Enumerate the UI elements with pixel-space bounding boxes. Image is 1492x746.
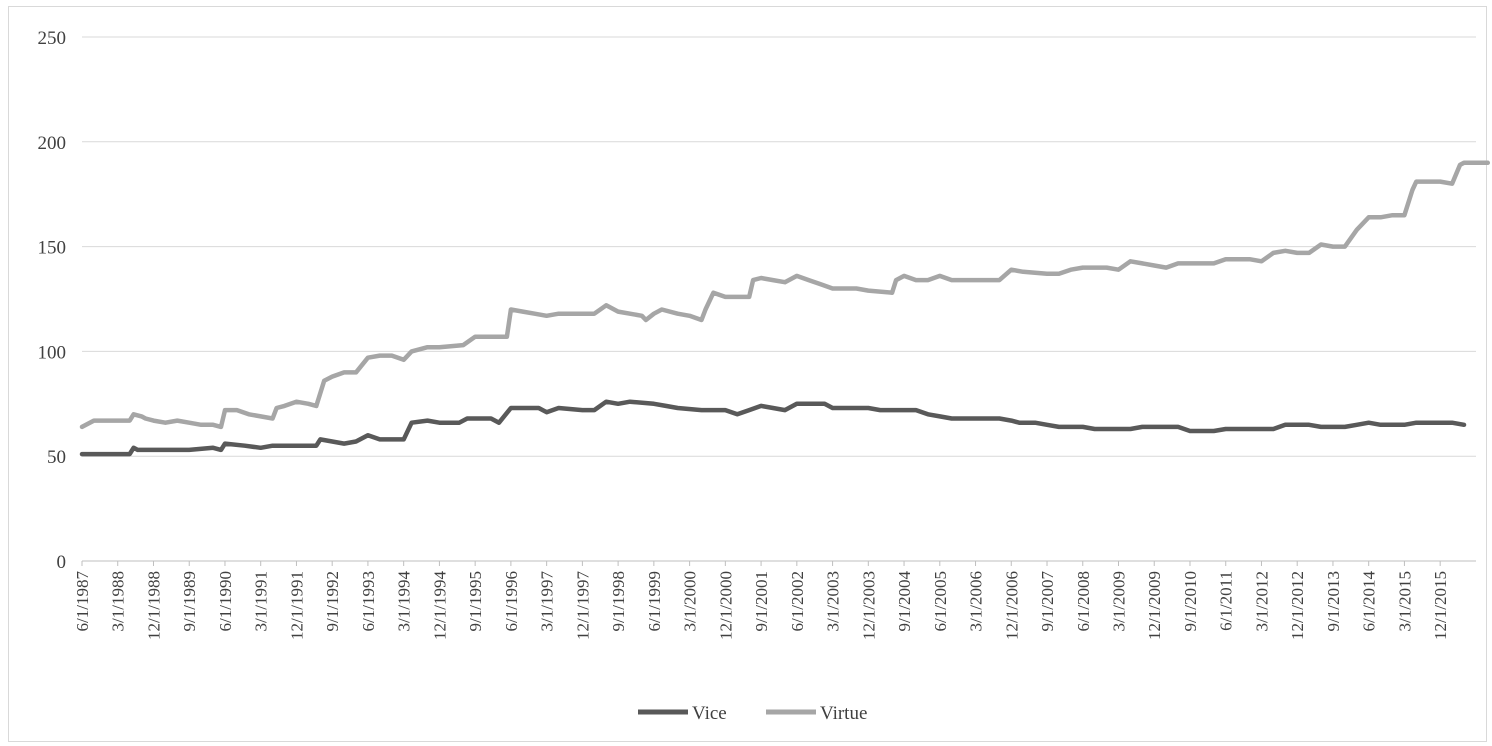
- x-tick-label: 12/1/1991: [287, 571, 306, 640]
- x-tick-label: 3/1/2015: [1395, 571, 1414, 631]
- x-tick-label: 9/1/1998: [609, 571, 628, 631]
- x-tick-label: 3/1/1991: [252, 571, 271, 631]
- x-tick-label: 12/1/2000: [716, 571, 735, 640]
- x-tick-label: 3/1/1997: [538, 571, 557, 632]
- y-tick-label: 250: [38, 28, 67, 49]
- x-tick-label: 9/1/1992: [323, 571, 342, 631]
- y-tick-label: 50: [47, 447, 66, 468]
- x-tick-label: 3/1/2009: [1110, 571, 1129, 631]
- x-tick-label: 6/1/1993: [359, 571, 378, 631]
- x-tick-label: 12/1/1994: [430, 571, 449, 640]
- x-tick-label: 3/1/2000: [681, 571, 700, 631]
- x-tick-label: 3/1/1988: [109, 571, 128, 631]
- x-tick-label: 3/1/2006: [967, 571, 986, 631]
- x-tick-label: 12/1/2003: [859, 571, 878, 640]
- series-line-virtue: [79, 160, 1491, 430]
- x-axis-ticks: 6/1/1987 3/1/1988 12/1/1988 9/1/1989 6/1/199…: [73, 561, 1450, 640]
- x-tick-label: 12/1/1997: [573, 571, 592, 640]
- x-tick-label: 3/1/2003: [824, 571, 843, 631]
- x-tick-label: 3/1/2012: [1252, 571, 1271, 631]
- y-axis-ticks: 0 50 100 150 200 250: [38, 28, 67, 573]
- x-tick-label: 9/1/2013: [1324, 571, 1343, 631]
- series-layer: [79, 160, 1491, 457]
- x-tick-label: 6/1/1990: [216, 571, 235, 631]
- series-line-vice: [79, 399, 1467, 457]
- x-tick-label: 6/1/2002: [788, 571, 807, 631]
- x-tick-label: 9/1/2001: [752, 571, 771, 631]
- x-tick-label: 6/1/2011: [1217, 571, 1236, 631]
- x-tick-label: 3/1/1994: [395, 571, 414, 632]
- x-tick-label: 12/1/2009: [1145, 571, 1164, 640]
- x-tick-label: 6/1/1996: [502, 571, 521, 631]
- x-tick-label: 12/1/1988: [144, 571, 163, 640]
- y-tick-label: 200: [38, 133, 67, 154]
- x-tick-label: 9/1/2004: [895, 571, 914, 632]
- legend-label-vice: Vice: [692, 703, 727, 724]
- legend-label-virtue: Virtue: [820, 703, 867, 724]
- y-tick-label: 100: [38, 342, 67, 363]
- x-tick-label: 6/1/1987: [73, 571, 92, 632]
- x-tick-label: 9/1/1989: [180, 571, 199, 631]
- x-tick-label: 9/1/1995: [466, 571, 485, 631]
- y-tick-label: 0: [57, 552, 67, 573]
- x-tick-label: 9/1/2007: [1038, 571, 1057, 632]
- x-tick-label: 12/1/2012: [1288, 571, 1307, 640]
- legend: Vice Virtue: [638, 703, 867, 724]
- x-tick-label: 6/1/2008: [1074, 571, 1093, 631]
- x-tick-label: 12/1/2006: [1002, 571, 1021, 640]
- x-tick-label: 6/1/2014: [1360, 571, 1379, 632]
- x-tick-label: 6/1/2005: [931, 571, 950, 631]
- grid-lines: [82, 36, 1476, 562]
- x-tick-label: 9/1/2010: [1181, 571, 1200, 631]
- x-tick-label: 6/1/1999: [645, 571, 664, 631]
- x-tick-label: 12/1/2015: [1431, 571, 1450, 640]
- y-tick-label: 150: [38, 238, 67, 259]
- chart-frame: [8, 6, 1487, 742]
